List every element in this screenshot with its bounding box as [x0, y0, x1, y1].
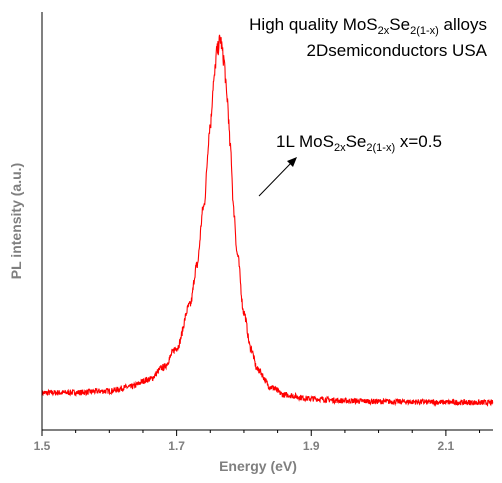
- annotation-title-line: High quality MoS2xSe2(1-x) alloys: [249, 15, 487, 37]
- spectrum-line: [41, 34, 494, 407]
- x-tick-label: 1.9: [303, 439, 320, 453]
- annotations: High quality MoS2xSe2(1-x) alloys 2Dsemic…: [249, 15, 488, 154]
- x-tick-label: 2.1: [438, 439, 455, 453]
- y-axis-title: PL intensity (a.u.): [8, 163, 24, 279]
- x-ticks: 1.5 1.7 1.9 2.1: [34, 430, 481, 453]
- arrow-shaft: [258, 161, 293, 197]
- arrow-head: [287, 157, 297, 167]
- x-tick-label: 1.5: [34, 439, 51, 453]
- x-tick-label: 1.7: [168, 439, 185, 453]
- annotation-sample-line: 1L MoS2xSe2(1-x) x=0.5: [276, 132, 442, 154]
- annotation-arrow: [258, 157, 297, 197]
- annotation-title-line: 2Dsemiconductors USA: [307, 41, 488, 60]
- plot-area: [41, 34, 494, 407]
- axes: [41, 12, 493, 431]
- x-axis-title: Energy (eV): [219, 458, 297, 474]
